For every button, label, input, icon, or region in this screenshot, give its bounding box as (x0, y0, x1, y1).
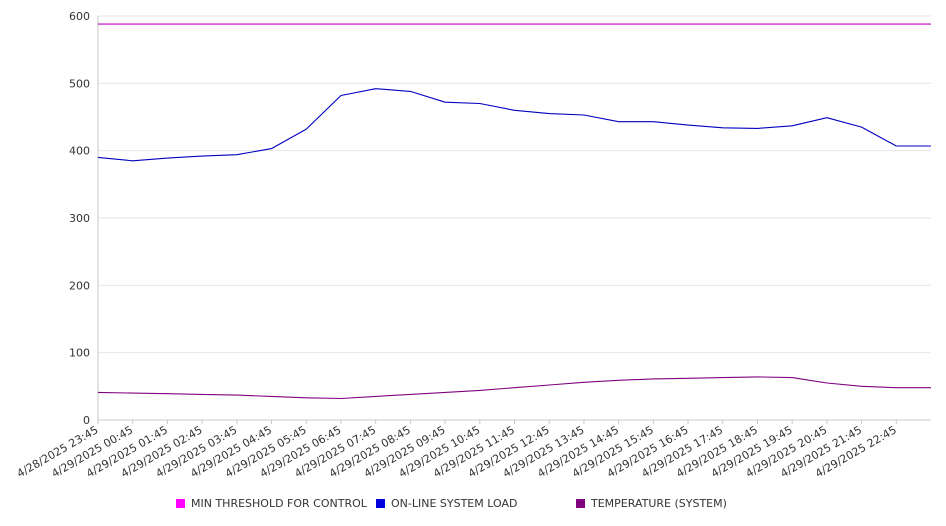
legend-label-temperature: TEMPERATURE (SYSTEM) (591, 497, 727, 510)
y-tick-label: 200 (69, 279, 90, 292)
series-line-2 (97, 376, 931, 400)
legend-item-temperature: TEMPERATURE (SYSTEM) (576, 497, 727, 510)
legend-swatch-system-load (376, 499, 385, 508)
y-tick-label: 0 (83, 414, 90, 427)
series-line-1 (97, 88, 931, 162)
y-tick-label: 300 (69, 212, 90, 225)
y-tick-label: 500 (69, 77, 90, 90)
grid-lines (98, 15, 931, 354)
legend-label-system-load: ON-LINE SYSTEM LOAD (391, 497, 518, 510)
legend-swatch-min-threshold (176, 499, 185, 508)
y-tick-label: 600 (69, 10, 90, 23)
x-axis-ticks: 4/28/2025 23:454/29/2025 00:454/29/2025 … (15, 420, 899, 480)
legend-label-min-threshold: MIN THRESHOLD FOR CONTROL (191, 497, 367, 510)
series-lines (97, 23, 931, 400)
y-axis-ticks: 0 100 200 300 400 500 600 (69, 10, 90, 427)
legend-item-system-load: ON-LINE SYSTEM LOAD (376, 497, 517, 510)
legend-swatch-temperature (576, 499, 585, 508)
y-tick-label: 400 (69, 145, 90, 158)
chart-legend: MIN THRESHOLD FOR CONTROL ON-LINE SYSTEM… (0, 497, 946, 515)
y-tick-label: 100 (69, 347, 90, 360)
legend-item-min-threshold: MIN THRESHOLD FOR CONTROL (176, 497, 367, 510)
